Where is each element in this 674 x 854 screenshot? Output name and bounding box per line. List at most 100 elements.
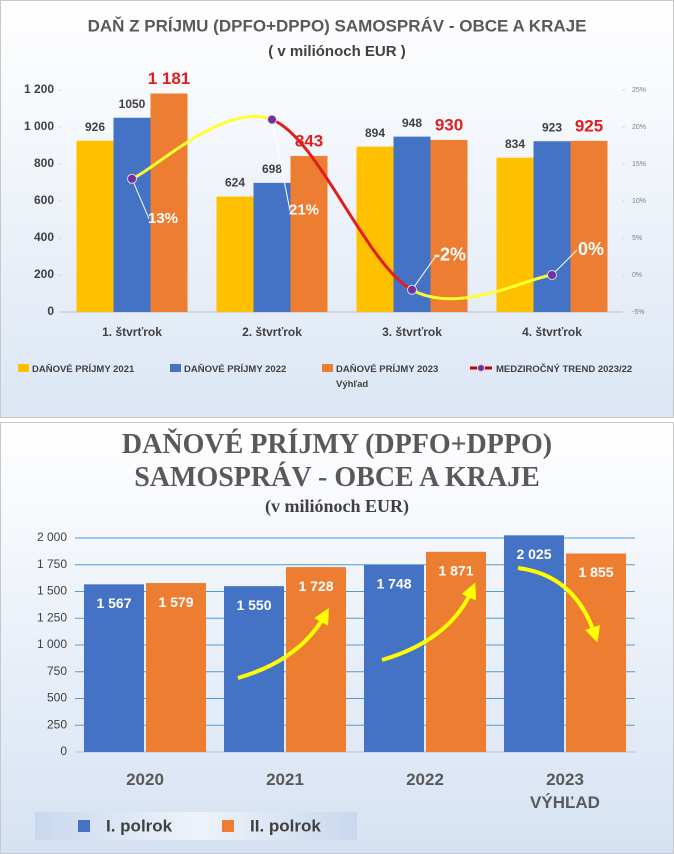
bar — [290, 156, 328, 312]
value-label: 1 567 — [96, 595, 131, 611]
value-label: 13% — [148, 210, 178, 227]
bar — [146, 583, 206, 752]
value-label: 1 579 — [158, 594, 193, 610]
y-tick-label: 1 750 — [37, 557, 67, 571]
legend-label: DAŇOVÉ PRÍJMY 2022 — [184, 364, 287, 375]
value-label: 926 — [85, 120, 105, 134]
x-tick-label: 2021 — [266, 770, 304, 789]
bar — [430, 139, 468, 312]
y-tick-label: 1 000 — [24, 119, 54, 133]
bar — [216, 196, 254, 312]
y2-tick-label: 0% — [632, 272, 642, 279]
y-tick-label: 200 — [34, 267, 54, 281]
legend-label: DAŇOVÉ PRÍJMY 2023 Výhľad — [336, 364, 439, 390]
trend-marker — [267, 114, 277, 125]
y2-tick-label: 10% — [632, 198, 646, 205]
y-tick-label: 0 — [60, 744, 67, 758]
value-label: 923 — [542, 120, 562, 134]
leader-line — [411, 255, 437, 291]
y2-tick-label: -5% — [632, 309, 644, 316]
chart-subtitle: ( v miliónoch EUR ) — [268, 43, 406, 60]
chart-title: DAŇOVÉ PRÍJMY (DPFO+DPPO) SAMOSPRÁV - OB… — [121, 429, 553, 493]
y2-tick-label: 20% — [632, 124, 646, 131]
legend-swatch — [477, 364, 485, 372]
bar — [533, 141, 571, 312]
y-tick-label: 400 — [34, 230, 54, 244]
value-label: 624 — [225, 176, 245, 190]
y-tick-label: 1 250 — [37, 610, 67, 624]
y-tick-label: 600 — [34, 193, 54, 207]
bar — [84, 584, 144, 752]
legend-swatch — [78, 820, 90, 832]
value-label: 1 728 — [298, 578, 333, 594]
legend-swatch — [18, 364, 29, 372]
x-tick-label: 2023 VÝHĽAD — [530, 770, 600, 812]
decorative-arrow — [381, 582, 477, 662]
legend-label: DAŇOVÉ PRÍJMY 2021 — [32, 364, 135, 375]
bar — [570, 140, 608, 312]
decorative-arrow — [517, 566, 601, 643]
legend-swatch — [170, 364, 181, 372]
y2-tick-label: 15% — [632, 161, 646, 168]
x-tick-label: 2. štvrťrok — [242, 325, 302, 339]
y2-tick-label: 25% — [632, 87, 646, 94]
bar — [364, 564, 424, 752]
value-label: 834 — [505, 137, 525, 151]
value-label: -2% — [434, 245, 466, 265]
value-label: 21% — [289, 202, 319, 219]
bar — [566, 553, 626, 752]
bar — [356, 146, 394, 312]
bar — [426, 551, 486, 752]
bar — [393, 136, 431, 312]
legend-label: I. polrok — [106, 816, 173, 835]
value-label: 698 — [262, 162, 282, 176]
decorative-arrow — [237, 608, 329, 680]
leader-line — [551, 249, 578, 276]
bar — [253, 182, 291, 312]
x-tick-label: 3. štvrťrok — [382, 325, 442, 339]
legend-label: II. polrok — [250, 816, 321, 835]
trend-marker — [547, 270, 557, 280]
bar — [76, 140, 114, 312]
y-tick-label: 1 200 — [24, 82, 54, 96]
value-label: 930 — [435, 115, 463, 134]
y-tick-label: 500 — [47, 691, 67, 705]
y2-tick-label: 5% — [632, 235, 642, 242]
bar — [224, 586, 284, 752]
bar — [150, 93, 188, 312]
legend-swatch — [222, 820, 234, 832]
y-tick-label: 1 500 — [37, 584, 67, 598]
value-label: 1 855 — [578, 564, 613, 580]
value-label: 1 871 — [438, 563, 473, 579]
x-tick-label: 2020 — [126, 770, 164, 789]
y-tick-label: 800 — [34, 156, 54, 170]
value-label: 2 025 — [516, 546, 551, 562]
y-tick-label: 750 — [47, 664, 67, 678]
value-label: 925 — [575, 116, 603, 135]
bar — [286, 567, 346, 752]
bar — [504, 535, 564, 752]
chart-title: DAŇ Z PRÍJMU (DPFO+DPPO) SAMOSPRÁV - OBC… — [88, 16, 587, 35]
leader-line — [131, 178, 150, 219]
y-tick-label: 250 — [47, 717, 67, 731]
value-label: 1 748 — [376, 576, 411, 592]
trend-marker — [407, 284, 417, 295]
value-label: 948 — [402, 116, 422, 130]
legend-swatch — [322, 364, 333, 372]
value-label: 0% — [578, 239, 604, 259]
leader-line — [271, 119, 291, 211]
value-label: 1 550 — [236, 597, 271, 613]
value-label: 1 181 — [148, 69, 191, 88]
x-tick-label: 2022 — [406, 770, 444, 789]
bar — [113, 117, 151, 312]
y-tick-label: 0 — [47, 304, 54, 318]
x-tick-label: 1. štvrťrok — [102, 325, 162, 339]
x-tick-label: 4. štvrťrok — [522, 325, 582, 339]
legend-label: MEDZIROČNÝ TREND 2023/22 — [496, 364, 633, 375]
trend-marker — [127, 173, 137, 184]
trend-line — [131, 115, 553, 301]
value-label: 1050 — [119, 97, 146, 111]
value-label: 894 — [365, 126, 385, 140]
